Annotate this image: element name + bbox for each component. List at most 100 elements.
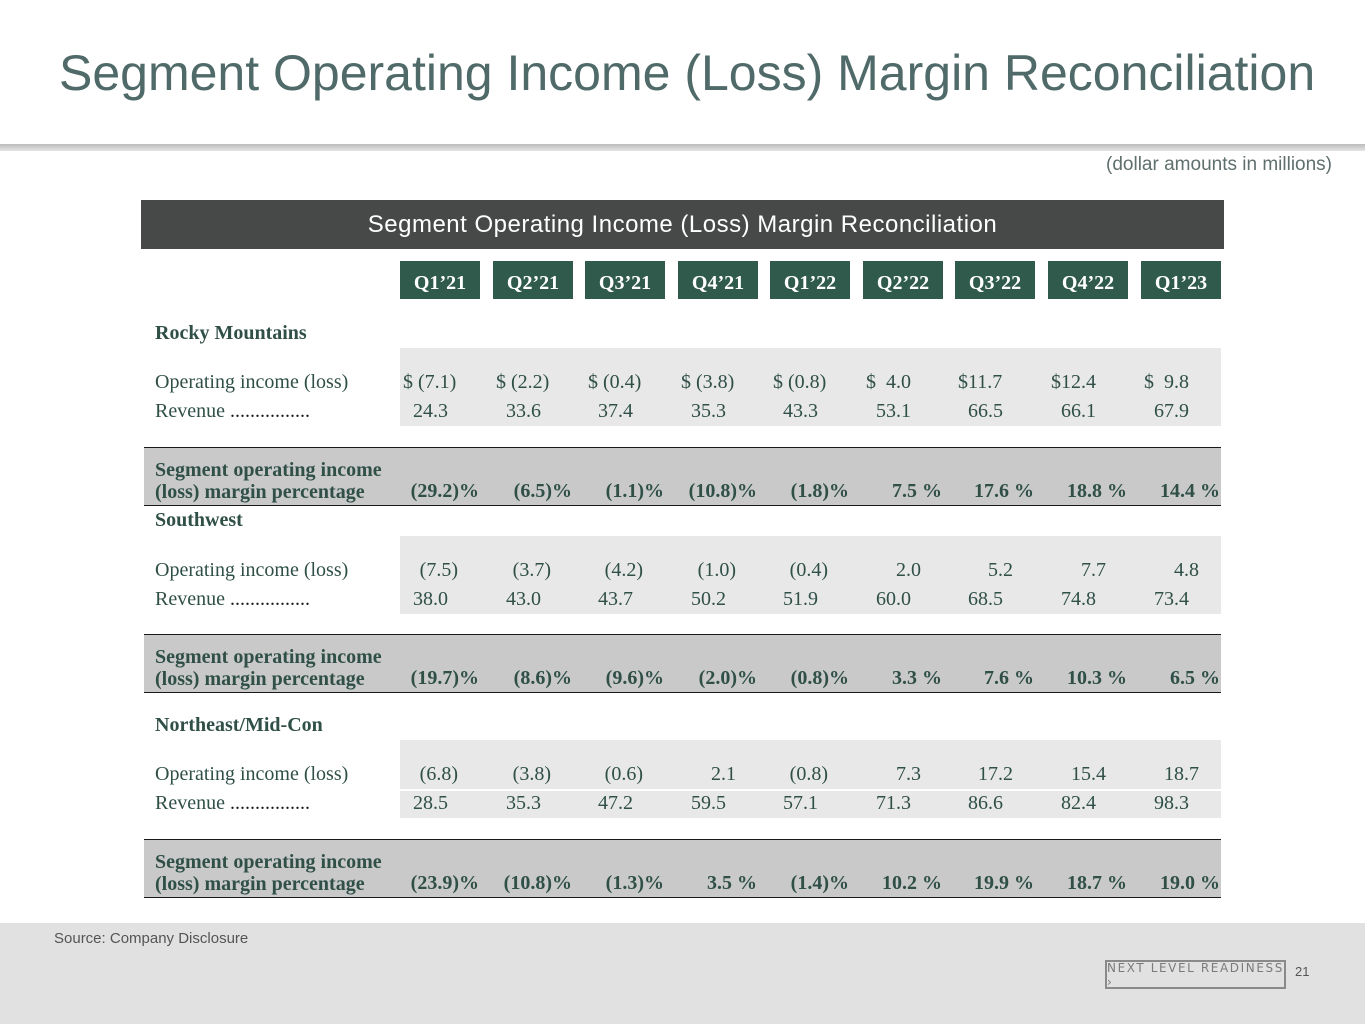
quarter-header: Q1’22 xyxy=(770,261,850,299)
operating-income-value: $ (7.1) xyxy=(403,371,457,393)
margin-value: 3.3 % xyxy=(892,667,942,689)
operating-income-value: $12.4 xyxy=(1051,371,1096,393)
revenue-value: 68.5 xyxy=(968,588,1003,610)
revenue-label-text: Revenue xyxy=(155,792,225,814)
revenue-value: 67.9 xyxy=(1154,400,1189,422)
revenue-label-leader: ................ xyxy=(224,792,310,814)
operating-income-value: $ (2.2) xyxy=(496,371,550,393)
footer-band xyxy=(0,923,1365,1024)
margin-value: (29.2)% xyxy=(410,480,479,502)
operating-income-value: (1.0) xyxy=(697,559,736,581)
margin-label-line2: (loss) margin percentage xyxy=(155,668,365,690)
operating-income-label: Operating income (loss) xyxy=(155,763,349,785)
revenue-value: 74.8 xyxy=(1061,588,1096,610)
revenue-label: Revenue ................ xyxy=(155,588,310,611)
operating-income-value: $ (0.4) xyxy=(588,371,642,393)
margin-label-line1: Segment operating income xyxy=(155,851,382,873)
revenue-value: 59.5 xyxy=(691,792,726,814)
revenue-value: 28.5 xyxy=(413,792,448,814)
margin-row-band xyxy=(144,839,1221,898)
quarter-header: Q4’22 xyxy=(1048,261,1128,299)
segment-values-background xyxy=(400,536,1221,614)
operating-income-value: (0.6) xyxy=(604,763,643,785)
operating-income-value: 5.2 xyxy=(988,559,1013,581)
revenue-value: 35.3 xyxy=(691,400,726,422)
quarter-header: Q3’21 xyxy=(585,261,665,299)
revenue-label: Revenue ................ xyxy=(155,400,310,423)
page-title: Segment Operating Income (Loss) Margin R… xyxy=(59,45,1316,101)
revenue-value: 37.4 xyxy=(598,400,633,422)
margin-value: (1.8)% xyxy=(790,480,849,502)
margin-value: 17.6 % xyxy=(974,480,1034,502)
margin-value: (1.3)% xyxy=(605,872,664,894)
operating-income-value: 2.1 xyxy=(711,763,736,785)
operating-income-label: Operating income (loss) xyxy=(155,371,349,393)
margin-value: (2.0)% xyxy=(698,667,757,689)
revenue-label-text: Revenue xyxy=(155,400,225,422)
revenue-value: 43.3 xyxy=(783,400,818,422)
revenue-value: 86.6 xyxy=(968,792,1003,814)
operating-income-value: 15.4 xyxy=(1071,763,1106,785)
revenue-value: 33.6 xyxy=(506,400,541,422)
source-note: Source: Company Disclosure xyxy=(54,930,249,947)
revenue-value: 47.2 xyxy=(598,792,633,814)
operating-income-value: 18.7 xyxy=(1164,763,1199,785)
margin-row-band xyxy=(144,634,1221,693)
quarter-header: Q2’22 xyxy=(863,261,943,299)
revenue-value: 57.1 xyxy=(783,792,818,814)
operating-income-value: (6.8) xyxy=(419,763,458,785)
margin-label: Segment operating income (loss) margin pe… xyxy=(155,646,382,690)
quarter-header: Q4’21 xyxy=(678,261,758,299)
revenue-value: 66.5 xyxy=(968,400,1003,422)
margin-value: 6.5 % xyxy=(1170,667,1220,689)
segment-values-background xyxy=(400,740,1221,818)
margin-label-line1: Segment operating income xyxy=(155,646,382,668)
quarter-header: Q1’21 xyxy=(400,261,480,299)
operating-income-value: 17.2 xyxy=(978,763,1013,785)
quarter-header: Q1’23 xyxy=(1141,261,1221,299)
revenue-value: 43.0 xyxy=(506,588,541,610)
margin-row-band xyxy=(144,447,1221,506)
operating-income-value: (7.5) xyxy=(419,559,458,581)
margin-value: (9.6)% xyxy=(605,667,664,689)
revenue-label-leader: ................ xyxy=(224,588,310,610)
revenue-value: 71.3 xyxy=(876,792,911,814)
operating-income-value: $ 4.0 xyxy=(866,371,911,393)
operating-income-value: $ (3.8) xyxy=(681,371,735,393)
margin-value: (19.7)% xyxy=(410,667,479,689)
operating-income-value: (3.7) xyxy=(512,559,551,581)
margin-value: 14.4 % xyxy=(1160,480,1220,502)
margin-value: 10.2 % xyxy=(882,872,942,894)
revenue-label-text: Revenue xyxy=(155,588,225,610)
revenue-value: 24.3 xyxy=(413,400,448,422)
margin-label-line2: (loss) margin percentage xyxy=(155,873,365,895)
margin-value: (8.6)% xyxy=(513,667,572,689)
next-level-readiness-badge: NEXT LEVEL READINESS › xyxy=(1105,960,1286,989)
revenue-value: 60.0 xyxy=(876,588,911,610)
operating-income-value: (0.8) xyxy=(789,763,828,785)
margin-value: 19.0 % xyxy=(1160,872,1220,894)
revenue-value: 35.3 xyxy=(506,792,541,814)
revenue-value: 38.0 xyxy=(413,588,448,610)
margin-value: 19.9 % xyxy=(974,872,1034,894)
margin-label: Segment operating income (loss) margin pe… xyxy=(155,851,382,895)
operating-income-value: (4.2) xyxy=(604,559,643,581)
revenue-value: 53.1 xyxy=(876,400,911,422)
table-title-banner: Segment Operating Income (Loss) Margin R… xyxy=(141,200,1224,249)
margin-label: Segment operating income (loss) margin pe… xyxy=(155,459,382,503)
revenue-value: 43.7 xyxy=(598,588,633,610)
title-divider xyxy=(0,144,1365,151)
page-number: 21 xyxy=(1295,964,1310,979)
operating-income-value: $ (0.8) xyxy=(773,371,827,393)
revenue-value: 82.4 xyxy=(1061,792,1096,814)
margin-value: (1.4)% xyxy=(790,872,849,894)
segment-values-background xyxy=(400,348,1221,426)
operating-income-value: 7.3 xyxy=(896,763,921,785)
operating-income-value: (0.4) xyxy=(789,559,828,581)
margin-value: 7.6 % xyxy=(984,667,1034,689)
operating-income-value: (3.8) xyxy=(512,763,551,785)
operating-income-value: 7.7 xyxy=(1081,559,1106,581)
revenue-label: Revenue ................ xyxy=(155,792,310,815)
margin-value: (6.5)% xyxy=(513,480,572,502)
margin-value: 18.8 % xyxy=(1067,480,1127,502)
